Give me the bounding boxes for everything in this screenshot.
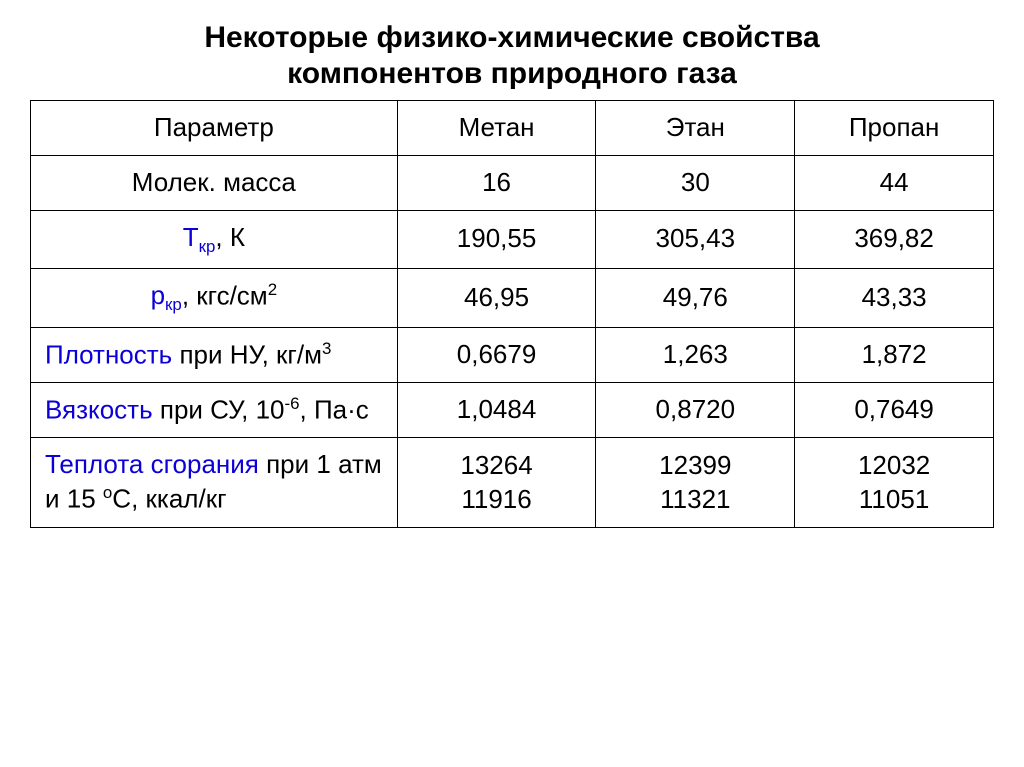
page-title: Некоторые физико-химические свойства ком… bbox=[30, 20, 994, 92]
param-pcr: ркр, кгс/см2 bbox=[31, 268, 398, 327]
visc-c1: 1,0484 bbox=[397, 383, 596, 438]
row-density: Плотность при НУ, кг/м3 0,6679 1,263 1,8… bbox=[31, 327, 994, 382]
param-density: Плотность при НУ, кг/м3 bbox=[31, 327, 398, 382]
visc-c2: 0,8720 bbox=[596, 383, 795, 438]
heat-c3: 12032 11051 bbox=[795, 438, 994, 527]
tcr-c3: 369,82 bbox=[795, 210, 994, 268]
header-propane: Пропан bbox=[795, 101, 994, 156]
row-heat: Теплота сгорания при 1 атм и 15 оС, ккал… bbox=[31, 438, 994, 527]
header-methane: Метан bbox=[397, 101, 596, 156]
row-tcr: Ткр, К 190,55 305,43 369,82 bbox=[31, 210, 994, 268]
tcr-c2: 305,43 bbox=[596, 210, 795, 268]
density-term: Плотность bbox=[45, 339, 172, 369]
param-tcr: Ткр, К bbox=[31, 210, 398, 268]
row-viscosity: Вязкость при СУ, 10-6, Па·с 1,0484 0,872… bbox=[31, 383, 994, 438]
molmass-c3: 44 bbox=[795, 155, 994, 210]
pcr-c3: 43,33 bbox=[795, 268, 994, 327]
molmass-c1: 16 bbox=[397, 155, 596, 210]
table-header-row: Параметр Метан Этан Пропан bbox=[31, 101, 994, 156]
param-heat: Теплота сгорания при 1 атм и 15 оС, ккал… bbox=[31, 438, 398, 527]
pcr-c1: 46,95 bbox=[397, 268, 596, 327]
title-line-1: Некоторые физико-химические свойства bbox=[204, 21, 819, 54]
title-line-2: компонентов природного газа bbox=[287, 57, 737, 90]
visc-c3: 0,7649 bbox=[795, 383, 994, 438]
heat-term: Теплота сгорания bbox=[45, 449, 259, 479]
header-parameter: Параметр bbox=[31, 101, 398, 156]
viscosity-term: Вязкость bbox=[45, 395, 153, 425]
param-molmass: Молек. масса bbox=[31, 155, 398, 210]
molmass-c2: 30 bbox=[596, 155, 795, 210]
heat-c1: 13264 11916 bbox=[397, 438, 596, 527]
tcr-symbol: Ткр bbox=[183, 222, 216, 252]
pcr-c2: 49,76 bbox=[596, 268, 795, 327]
row-pcr: ркр, кгс/см2 46,95 49,76 43,33 bbox=[31, 268, 994, 327]
properties-table: Параметр Метан Этан Пропан Молек. масса … bbox=[30, 100, 994, 528]
pcr-symbol: ркр bbox=[151, 280, 182, 310]
density-c3: 1,872 bbox=[795, 327, 994, 382]
row-molmass: Молек. масса 16 30 44 bbox=[31, 155, 994, 210]
density-c2: 1,263 bbox=[596, 327, 795, 382]
density-c1: 0,6679 bbox=[397, 327, 596, 382]
tcr-c1: 190,55 bbox=[397, 210, 596, 268]
param-viscosity: Вязкость при СУ, 10-6, Па·с bbox=[31, 383, 398, 438]
heat-c2: 12399 11321 bbox=[596, 438, 795, 527]
header-ethane: Этан bbox=[596, 101, 795, 156]
